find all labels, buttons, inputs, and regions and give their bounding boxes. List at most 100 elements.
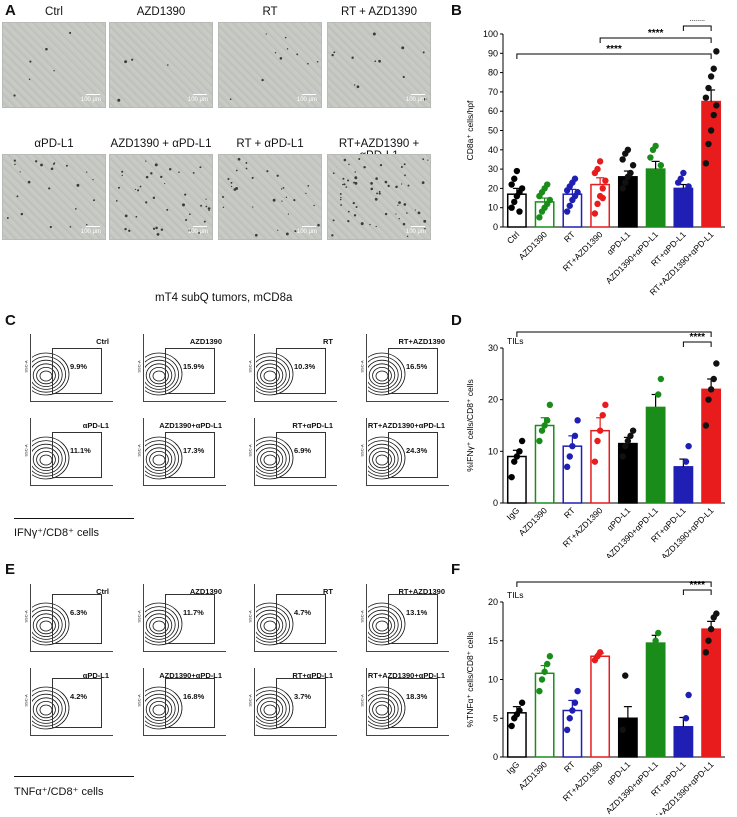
- data-point: [680, 726, 687, 734]
- x-category-label: RT: [562, 229, 577, 244]
- x-category-label: IgG: [505, 505, 522, 522]
- scale-bar-label: 100 μm: [187, 97, 208, 103]
- data-point: [544, 181, 551, 188]
- flow-plot: SSC-A Ctrl 6.3%: [20, 584, 113, 662]
- flow-plot: SSC-A Ctrl 9.9%: [20, 334, 113, 412]
- significance-label: ****: [689, 20, 705, 27]
- micrograph-image: 100 μm: [327, 22, 431, 108]
- data-point: [702, 160, 710, 167]
- micrograph-image: 100 μm: [218, 22, 322, 108]
- flow-group-name: RT+αPD-L1: [292, 421, 333, 430]
- data-point: [710, 111, 717, 119]
- flow-group-name: RT: [323, 587, 333, 596]
- significance-label: ****: [606, 44, 622, 55]
- data-point: [702, 422, 710, 429]
- data-point: [710, 375, 717, 383]
- data-point: [516, 208, 523, 215]
- data-point: [674, 479, 682, 486]
- flow-group-name: Ctrl: [96, 587, 109, 596]
- significance-label: ***: [608, 328, 620, 333]
- data-point: [518, 185, 526, 192]
- micrograph-image: 100 μm: [2, 154, 106, 240]
- micrograph-image: 100 μm: [2, 22, 106, 108]
- data-point: [705, 396, 712, 403]
- bar: [590, 183, 611, 228]
- y-tick-label: 5: [493, 713, 498, 723]
- data-point: [571, 699, 579, 706]
- flow-plot: SSC-A RT+AZD1390+αPD-L1 24.3%: [356, 418, 449, 496]
- data-point: [702, 649, 710, 656]
- data-point: [652, 177, 659, 184]
- flow-group-name: RT+AZD1390+αPD-L1: [367, 671, 445, 680]
- x-category-label: RT: [562, 759, 577, 774]
- panel-letter-a: A: [5, 2, 16, 19]
- bar: [701, 388, 722, 504]
- flow-gate-percent: 24.3%: [406, 446, 428, 455]
- significance-bracket: [516, 331, 712, 337]
- data-point: [680, 169, 687, 177]
- chart-d-ifng: 0 10 20 30 %IFNγ⁺ cells/CD8⁺ cells IgGAZD1390…: [465, 328, 725, 558]
- data-point: [591, 458, 599, 465]
- flow-plot: SSC-A RT+AZD1390+αPD-L1 18.3%: [356, 668, 449, 746]
- data-point: [602, 401, 609, 409]
- scale-bar-label: 100 μm: [296, 229, 317, 235]
- data-point: [538, 676, 546, 683]
- flow-plot: SSC-A AZD1390+αPD-L1 17.3%: [133, 418, 226, 496]
- micrograph-label: RT + αPD-L1: [236, 138, 304, 150]
- y-axis-label: %TNFα⁺ cells/CD8⁺ cells: [465, 631, 475, 727]
- panel-letter-d: D: [451, 312, 462, 329]
- y-tick-label: 40: [488, 145, 498, 155]
- bar: [534, 424, 555, 504]
- data-point: [629, 162, 637, 169]
- micrograph-caption: mT4 subQ tumors, mCD8a: [155, 292, 293, 304]
- flow-group-name: AZD1390+αPD-L1: [159, 671, 222, 680]
- y-tick-label: 60: [488, 106, 498, 116]
- flow-gate-percent: 6.3%: [70, 608, 88, 617]
- data-point: [707, 625, 715, 633]
- flow-group-name: Ctrl: [96, 337, 109, 346]
- tnfa-axis-arrow: [14, 776, 134, 777]
- data-point: [536, 687, 543, 695]
- flow-gate-percent: 13.1%: [406, 608, 428, 617]
- y-tick-label: 0: [493, 752, 498, 762]
- data-point: [571, 432, 579, 440]
- data-point: [569, 707, 576, 714]
- micrograph-label: RT: [262, 6, 278, 18]
- significance-label: ****: [689, 580, 705, 591]
- x-category-label: IgG: [505, 759, 522, 776]
- flow-group-name: αPD-L1: [82, 421, 109, 430]
- data-point: [647, 432, 654, 440]
- data-point: [705, 140, 712, 148]
- significance-bracket: [682, 25, 712, 31]
- data-point: [685, 691, 692, 699]
- flow-gate-percent: 6.9%: [294, 446, 312, 455]
- data-point: [513, 453, 521, 460]
- micrograph-image: 100 μm: [327, 154, 431, 240]
- data-point: [596, 427, 604, 434]
- data-point: [508, 722, 515, 730]
- flow-plot: SSC-A AZD1390 11.7%: [133, 584, 226, 662]
- data-point: [518, 437, 526, 445]
- significance-bracket: [516, 581, 712, 587]
- flow-group-name: RT+αPD-L1: [292, 671, 333, 680]
- significance-label: ****: [648, 28, 664, 39]
- data-point: [655, 169, 662, 177]
- y-tick-label: 0: [493, 222, 498, 232]
- data-point: [705, 637, 712, 644]
- data-point: [599, 194, 606, 202]
- scale-bar-label: 100 μm: [296, 97, 317, 103]
- x-category-label: RT: [562, 505, 577, 520]
- data-point: [516, 448, 523, 455]
- y-tick-label: 10: [488, 203, 498, 213]
- flow-group-name: AZD1390: [189, 587, 222, 596]
- data-point: [707, 127, 715, 134]
- bar: [534, 672, 555, 758]
- data-point: [657, 162, 665, 169]
- data-point: [685, 442, 692, 450]
- data-point: [566, 715, 573, 722]
- data-point: [622, 179, 629, 186]
- data-point: [647, 154, 654, 161]
- data-point: [619, 185, 626, 192]
- y-tick-label: 90: [488, 48, 498, 58]
- data-point: [566, 202, 573, 209]
